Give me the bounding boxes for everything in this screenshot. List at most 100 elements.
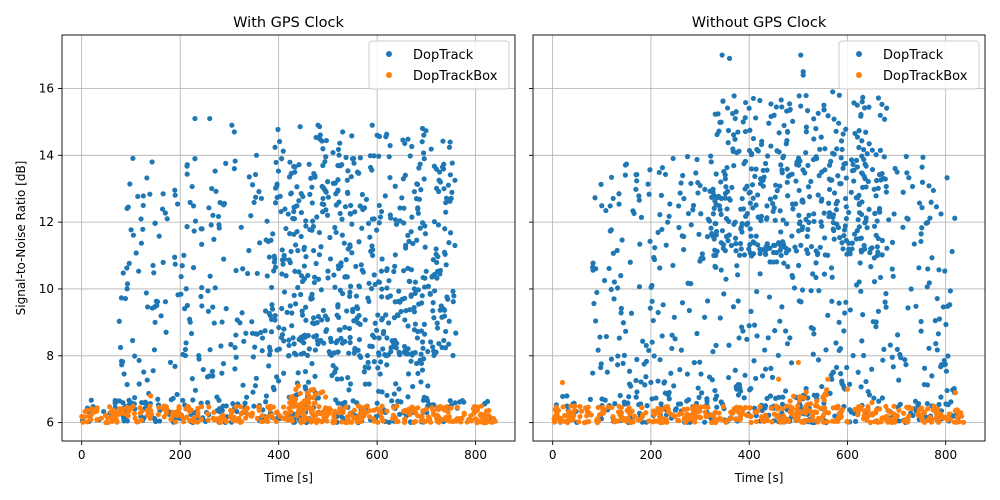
- data-point: [684, 406, 691, 412]
- data-point: [232, 366, 238, 372]
- data-point: [764, 203, 770, 209]
- data-point: [246, 174, 252, 180]
- data-point: [596, 412, 603, 418]
- data-point: [352, 345, 358, 352]
- data-point: [637, 241, 643, 247]
- data-point: [757, 251, 763, 257]
- data-point: [676, 224, 682, 231]
- data-point: [421, 356, 427, 362]
- x-tick-label: 800: [464, 448, 487, 462]
- data-point: [742, 372, 748, 378]
- data-point: [560, 393, 566, 400]
- data-point: [128, 406, 134, 412]
- data-point: [376, 335, 382, 341]
- data-point: [707, 188, 713, 194]
- data-point: [677, 401, 684, 407]
- data-point: [286, 257, 292, 263]
- data-point: [638, 214, 645, 220]
- data-point: [412, 290, 418, 297]
- data-point: [839, 146, 845, 153]
- data-point: [207, 273, 213, 279]
- data-point: [409, 143, 415, 150]
- data-point: [604, 369, 610, 375]
- data-point: [844, 386, 851, 392]
- data-point: [915, 402, 921, 409]
- data-point: [748, 413, 754, 419]
- data-point: [767, 393, 774, 399]
- data-point: [826, 213, 832, 220]
- data-point: [822, 146, 828, 152]
- data-point: [721, 291, 727, 297]
- data-point: [136, 357, 142, 364]
- data-point: [302, 368, 309, 375]
- data-point: [649, 339, 655, 345]
- data-point: [182, 352, 189, 359]
- data-point: [309, 227, 315, 233]
- data-point: [784, 128, 791, 135]
- data-point: [853, 282, 860, 288]
- data-point: [140, 226, 146, 232]
- data-point: [697, 414, 703, 420]
- data-point: [253, 375, 259, 381]
- data-point: [356, 170, 362, 176]
- data-point: [291, 350, 298, 356]
- data-point: [913, 303, 919, 309]
- data-point: [283, 225, 289, 232]
- data-point: [192, 387, 199, 393]
- data-point: [397, 218, 403, 224]
- data-point: [780, 153, 787, 159]
- data-point: [862, 220, 868, 226]
- data-point: [735, 392, 742, 398]
- data-point: [361, 369, 367, 375]
- data-point: [926, 345, 932, 351]
- data-point: [858, 249, 865, 255]
- data-point: [712, 387, 718, 394]
- data-point: [291, 231, 297, 237]
- data-point: [920, 154, 926, 160]
- data-point: [341, 240, 347, 246]
- data-point: [181, 252, 187, 258]
- data-point: [808, 178, 814, 185]
- data-point: [711, 236, 717, 242]
- data-point: [796, 228, 802, 234]
- data-point: [449, 189, 455, 195]
- data-point: [338, 376, 345, 382]
- data-point: [405, 371, 412, 377]
- data-point: [315, 276, 322, 282]
- data-point: [731, 93, 737, 99]
- data-point: [251, 403, 257, 409]
- data-point: [919, 205, 925, 211]
- data-point: [331, 416, 338, 423]
- data-point: [952, 389, 959, 396]
- data-point: [396, 288, 402, 294]
- legend-label-doptrack: DopTrack: [413, 48, 474, 63]
- data-point: [724, 105, 731, 111]
- data-point: [250, 354, 256, 360]
- data-point: [866, 141, 872, 147]
- x-tick-label: 200: [169, 448, 192, 462]
- data-point: [911, 241, 917, 247]
- data-point: [614, 285, 621, 291]
- data-point: [269, 306, 276, 312]
- data-point: [366, 381, 372, 387]
- data-point: [692, 413, 698, 419]
- data-point: [702, 186, 708, 192]
- data-point: [906, 175, 912, 181]
- data-point: [753, 375, 759, 382]
- data-point: [454, 404, 460, 410]
- data-point: [375, 312, 381, 318]
- data-point: [311, 386, 317, 393]
- data-point: [647, 167, 653, 173]
- data-point: [773, 395, 779, 401]
- data-point: [213, 188, 219, 194]
- data-point: [210, 415, 216, 421]
- data-point: [900, 189, 906, 195]
- data-point: [236, 415, 242, 422]
- data-point: [927, 215, 933, 221]
- data-point: [741, 252, 748, 258]
- data-point: [665, 219, 671, 225]
- data-point: [205, 411, 211, 417]
- data-point: [843, 237, 849, 244]
- data-point: [474, 404, 480, 410]
- data-point: [298, 209, 304, 216]
